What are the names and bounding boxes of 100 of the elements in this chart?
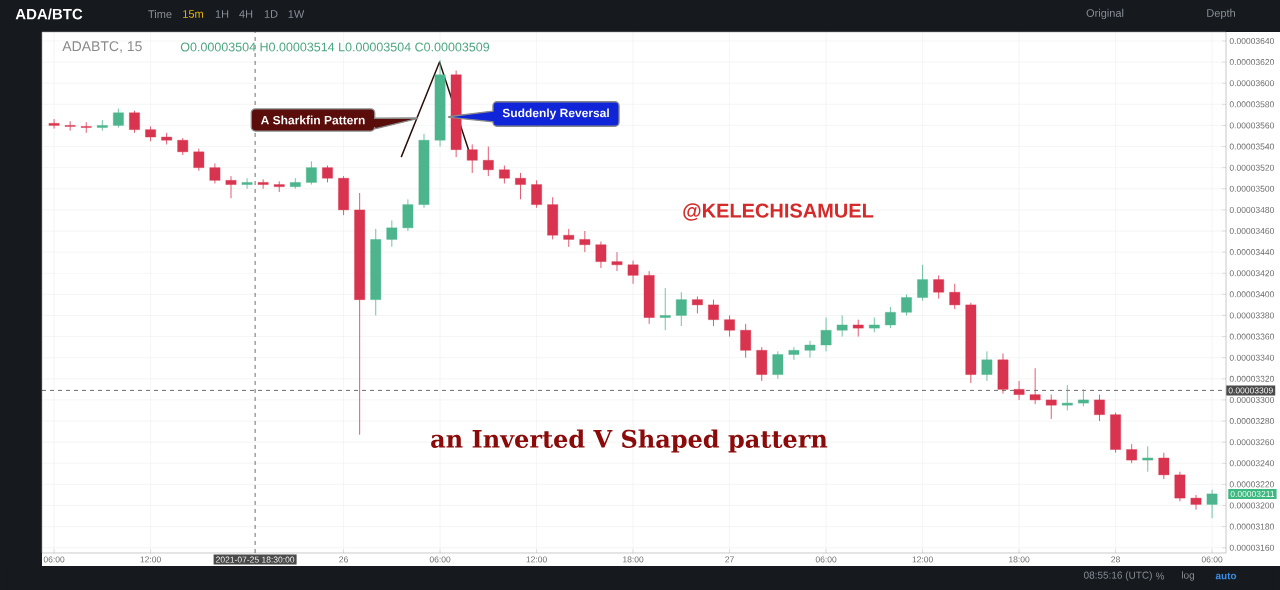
ref-line-label: 0.00003309 [1228,387,1273,394]
y-tick-label: 0.00003420 [1229,270,1274,277]
candlestick [820,317,832,352]
y-tick-label: 0.00003520 [1229,164,1274,171]
candlestick [1190,494,1202,511]
text: Time [148,9,172,19]
y-tick-label: 0.00003220 [1229,481,1274,488]
text: 1D [264,10,278,18]
y-tick-label: 0.00003280 [1229,418,1274,425]
text: 1W [288,10,305,18]
y-tick-label: 0.00003560 [1229,122,1274,129]
candlestick [386,220,398,248]
y-tick-label: 0.00003260 [1229,439,1274,446]
text: Depth [1207,8,1235,20]
y-tick-label: 0.00003440 [1229,249,1274,256]
y-tick-label: 0.00003400 [1229,291,1274,298]
annotation: an Inverted V Shaped pattern [431,429,828,453]
text: log [1182,571,1195,581]
annotation: @KELECHISAMUEL [683,203,874,221]
candlestick [225,175,237,199]
x-tick-label: 06:00 [429,556,451,563]
y-tick-label: 0.00003640 [1229,37,1274,44]
text: ADABTC, 15 [62,41,142,53]
y-tick-label: 0.00003460 [1229,227,1274,235]
x-tick-label: 27 [725,556,734,563]
candlestick [129,110,140,134]
candlestick [1013,380,1025,401]
y-tick-label: 0.00003580 [1229,101,1274,108]
x-tick-label: 18:00 [1009,556,1030,563]
y-tick-label: 0.00003380 [1229,312,1274,319]
y-tick-label: 0.00003500 [1229,185,1274,192]
y-tick-label: 0.00003320 [1229,375,1274,382]
candlestick [402,198,414,232]
candlestick [933,274,945,299]
y-tick-label: 0.00003480 [1229,206,1274,213]
candlestick [1126,443,1138,464]
candlestick [531,179,542,209]
candlestick [113,108,124,128]
candlestick [917,264,928,302]
x-tick-label: 18:00 [623,556,644,563]
candlestick [901,293,912,316]
text: 1H [215,10,229,18]
candlestick [466,144,478,174]
x-tick-label: 06:00 [815,556,837,563]
candlestick [724,315,735,337]
y-tick-label: 0.00003340 [1229,354,1274,361]
text: 15m [183,10,203,18]
text: Original [1086,8,1124,20]
y-tick-label: 0.00003540 [1229,143,1274,150]
y-tick-label: 0.00003240 [1229,460,1274,467]
candlestick [80,121,92,134]
candlestick [1045,394,1057,420]
candlestick [1174,471,1186,502]
y-tick-label: 0.00003180 [1229,523,1274,530]
x-tick-label: 12:00 [140,556,161,563]
y-tick-label: 0.00003200 [1229,502,1274,509]
candlestick [563,228,575,248]
candlestick [1206,489,1218,519]
candlestick [579,230,591,253]
y-tick-label: 0.00003620 [1229,59,1274,66]
candlestick [659,287,671,331]
candlestick [1158,452,1170,480]
annotation: Suddenly Reversal [502,108,609,120]
candlestick [1029,367,1041,405]
text: 4H [239,10,253,18]
candlestick [209,163,221,184]
y-tick-label: 0.00003360 [1229,333,1274,340]
x-tick-label: 28 [1111,556,1120,563]
candlestick [96,119,108,132]
candlestick [627,260,639,285]
y-tick-label: 0.00003160 [1229,544,1274,551]
annotation: A Sharkfin Pattern [260,115,365,125]
x-tick-label: 06:00 [43,556,65,563]
chart-title: ADA/BTC [15,8,83,20]
x-tick-label: 12:00 [912,556,933,563]
x-tick-label: 26 [339,556,348,563]
y-tick-label: 0.00003300 [1229,396,1274,403]
text: auto [1215,572,1237,580]
candlestick [482,146,494,177]
annotation: O0.00003504 H0.00003514 L0.00003504 C0.00003509 [180,42,490,52]
candlestick [611,251,623,272]
candlestick [595,241,607,269]
candlestick [836,315,848,337]
candlestick [1061,384,1073,411]
x-tick-label: 06:00 [1201,556,1223,563]
candlestick [788,346,800,361]
candlestick [64,120,76,132]
candlestick [772,350,784,380]
text: % [1155,572,1165,580]
text: 08:55:16 (UTC) [1083,571,1152,581]
candlestick [48,118,60,129]
candlestick [273,180,285,193]
candlestick [740,323,752,359]
candlestick [193,148,205,172]
candlestick [306,160,317,185]
candlestick [949,283,961,310]
candlestick [675,291,687,327]
x-tick-label: 12:00 [526,556,547,563]
candlestick [804,340,816,359]
candlestick [708,299,719,327]
